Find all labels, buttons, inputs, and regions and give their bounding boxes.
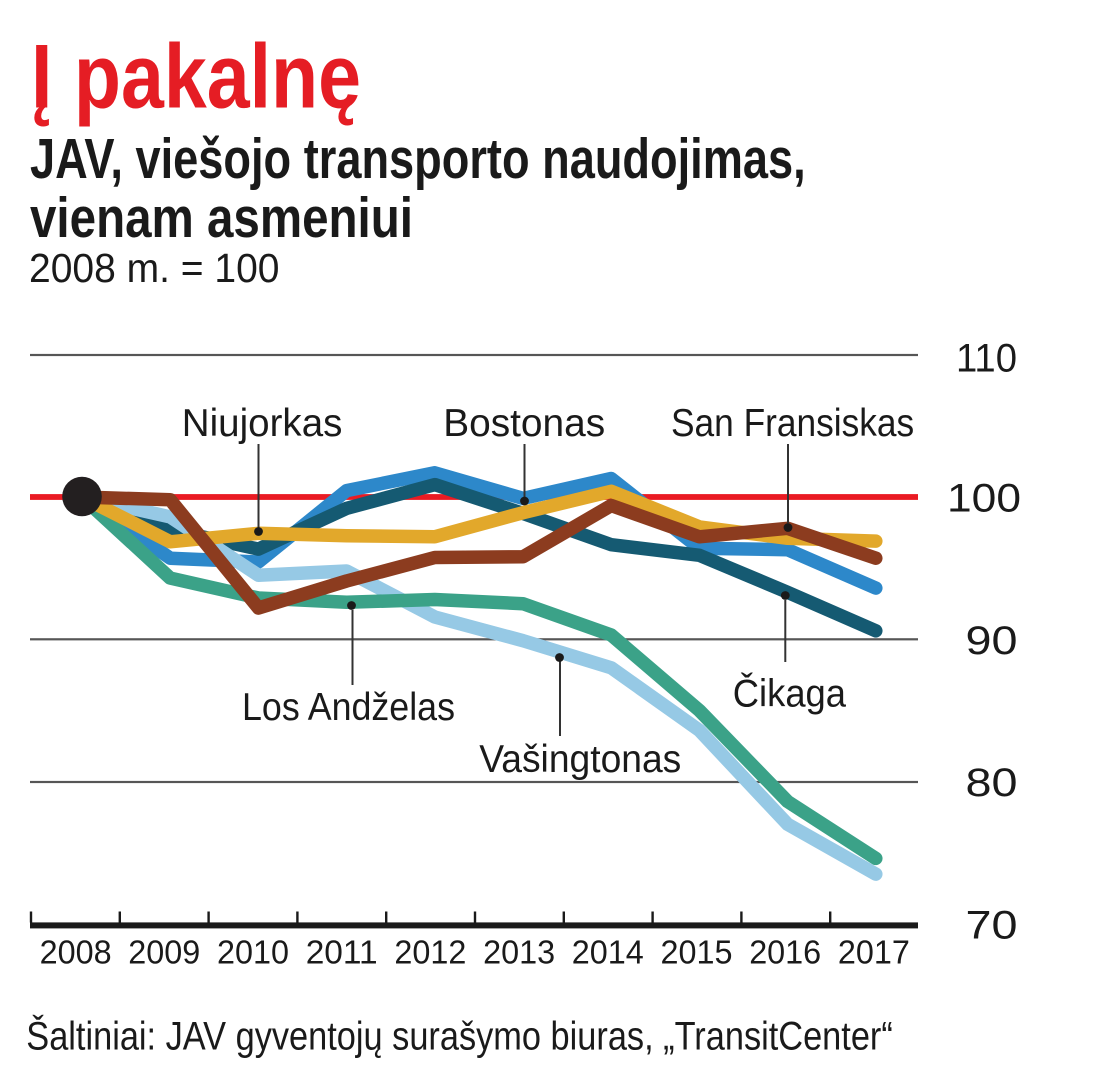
svg-text:2011: 2011 (306, 935, 378, 972)
svg-text:2016: 2016 (749, 935, 821, 972)
svg-text:2015: 2015 (661, 935, 733, 972)
svg-text:Šaltiniai: JAV gyventojų suraš: Šaltiniai: JAV gyventojų surašymo biuras… (26, 1013, 893, 1058)
svg-text:90: 90 (966, 619, 1018, 663)
svg-text:Niujorkas: Niujorkas (182, 402, 343, 445)
svg-text:2008 m. = 100: 2008 m. = 100 (29, 245, 280, 291)
svg-text:2017: 2017 (838, 935, 910, 972)
svg-text:2008: 2008 (40, 935, 112, 972)
svg-text:JAV, viešojo transporto naudoj: JAV, viešojo transporto naudojimas, (30, 127, 806, 191)
svg-text:Bostonas: Bostonas (443, 402, 605, 445)
svg-text:Čikaga: Čikaga (733, 672, 846, 716)
svg-text:San Fransiskas: San Fransiskas (671, 402, 914, 445)
svg-text:100: 100 (947, 477, 1021, 521)
svg-text:Vašingtonas: Vašingtonas (479, 738, 681, 781)
svg-text:Į pakalnę: Į pakalnę (31, 27, 361, 128)
svg-text:Los Andželas: Los Andželas (242, 686, 455, 729)
svg-text:2013: 2013 (483, 935, 555, 972)
svg-text:vienam asmeniui: vienam asmeniui (30, 186, 413, 250)
svg-text:70: 70 (966, 903, 1018, 947)
svg-text:2010: 2010 (217, 935, 289, 972)
svg-text:2012: 2012 (394, 935, 466, 972)
svg-text:2009: 2009 (128, 935, 200, 972)
svg-text:2014: 2014 (572, 935, 644, 972)
svg-text:80: 80 (966, 761, 1018, 805)
svg-text:110: 110 (956, 337, 1017, 381)
